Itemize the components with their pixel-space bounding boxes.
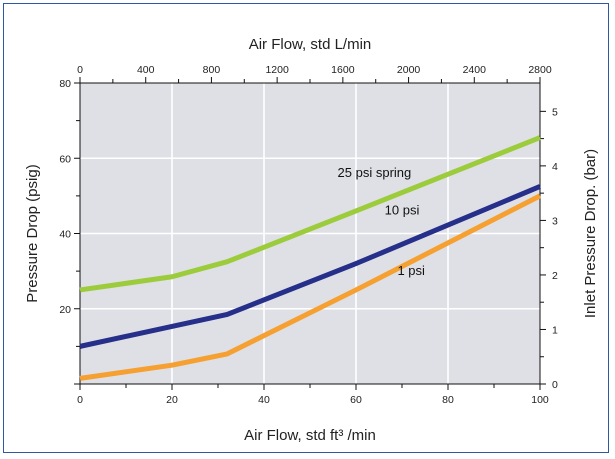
right-tick-label: 4	[552, 161, 558, 173]
series-line-1-psi	[79, 193, 542, 381]
top-tick-label: 2800	[528, 64, 552, 76]
right-tick-label: 0	[552, 379, 558, 391]
bottom-tick-label: 20	[166, 394, 178, 406]
series-label-1-psi: 1 psi	[397, 263, 425, 278]
right-tick-label: 3	[552, 215, 558, 227]
left-tick-label: 20	[59, 304, 71, 316]
series-lines	[79, 135, 542, 381]
right-tick-label: 5	[552, 106, 558, 118]
right-axis-title: Inlet Pressure Drop. (bar)	[582, 149, 599, 318]
left-tick-label: 60	[59, 153, 71, 165]
series-line-10-psi	[79, 184, 541, 349]
series-line-25-psi-spring	[79, 135, 541, 293]
left-tick-label: 80	[59, 78, 71, 90]
bottom-axis-title: Air Flow, std ft³ /min	[244, 427, 376, 444]
bottom-tick-label: 0	[77, 394, 83, 406]
right-tick-label: 1	[552, 324, 558, 336]
series-label-10-psi: 10 psi	[385, 203, 420, 218]
series-labels: 25 psi spring 10 psi 1 psi	[338, 165, 425, 278]
series-label-25-psi-spring: 25 psi spring	[338, 165, 412, 180]
left-tick-label: 40	[59, 229, 71, 241]
left-axis-title: Pressure Drop (psig)	[24, 164, 41, 302]
top-axis-title: Air Flow, std L/min	[249, 36, 372, 53]
top-tick-label: 2000	[397, 64, 421, 76]
top-tick-label: 400	[137, 64, 155, 76]
top-tick-label: 1200	[265, 64, 289, 76]
bottom-tick-label: 60	[350, 394, 362, 406]
bottom-tick-label: 80	[442, 394, 454, 406]
top-tick-label: 0	[77, 64, 83, 76]
bottom-tick-label: 100	[531, 394, 549, 406]
top-tick-label: 2400	[463, 64, 487, 76]
top-tick-label: 800	[203, 64, 221, 76]
right-tick-label: 2	[552, 270, 558, 282]
top-tick-label: 1600	[331, 64, 355, 76]
bottom-tick-label: 40	[258, 394, 270, 406]
